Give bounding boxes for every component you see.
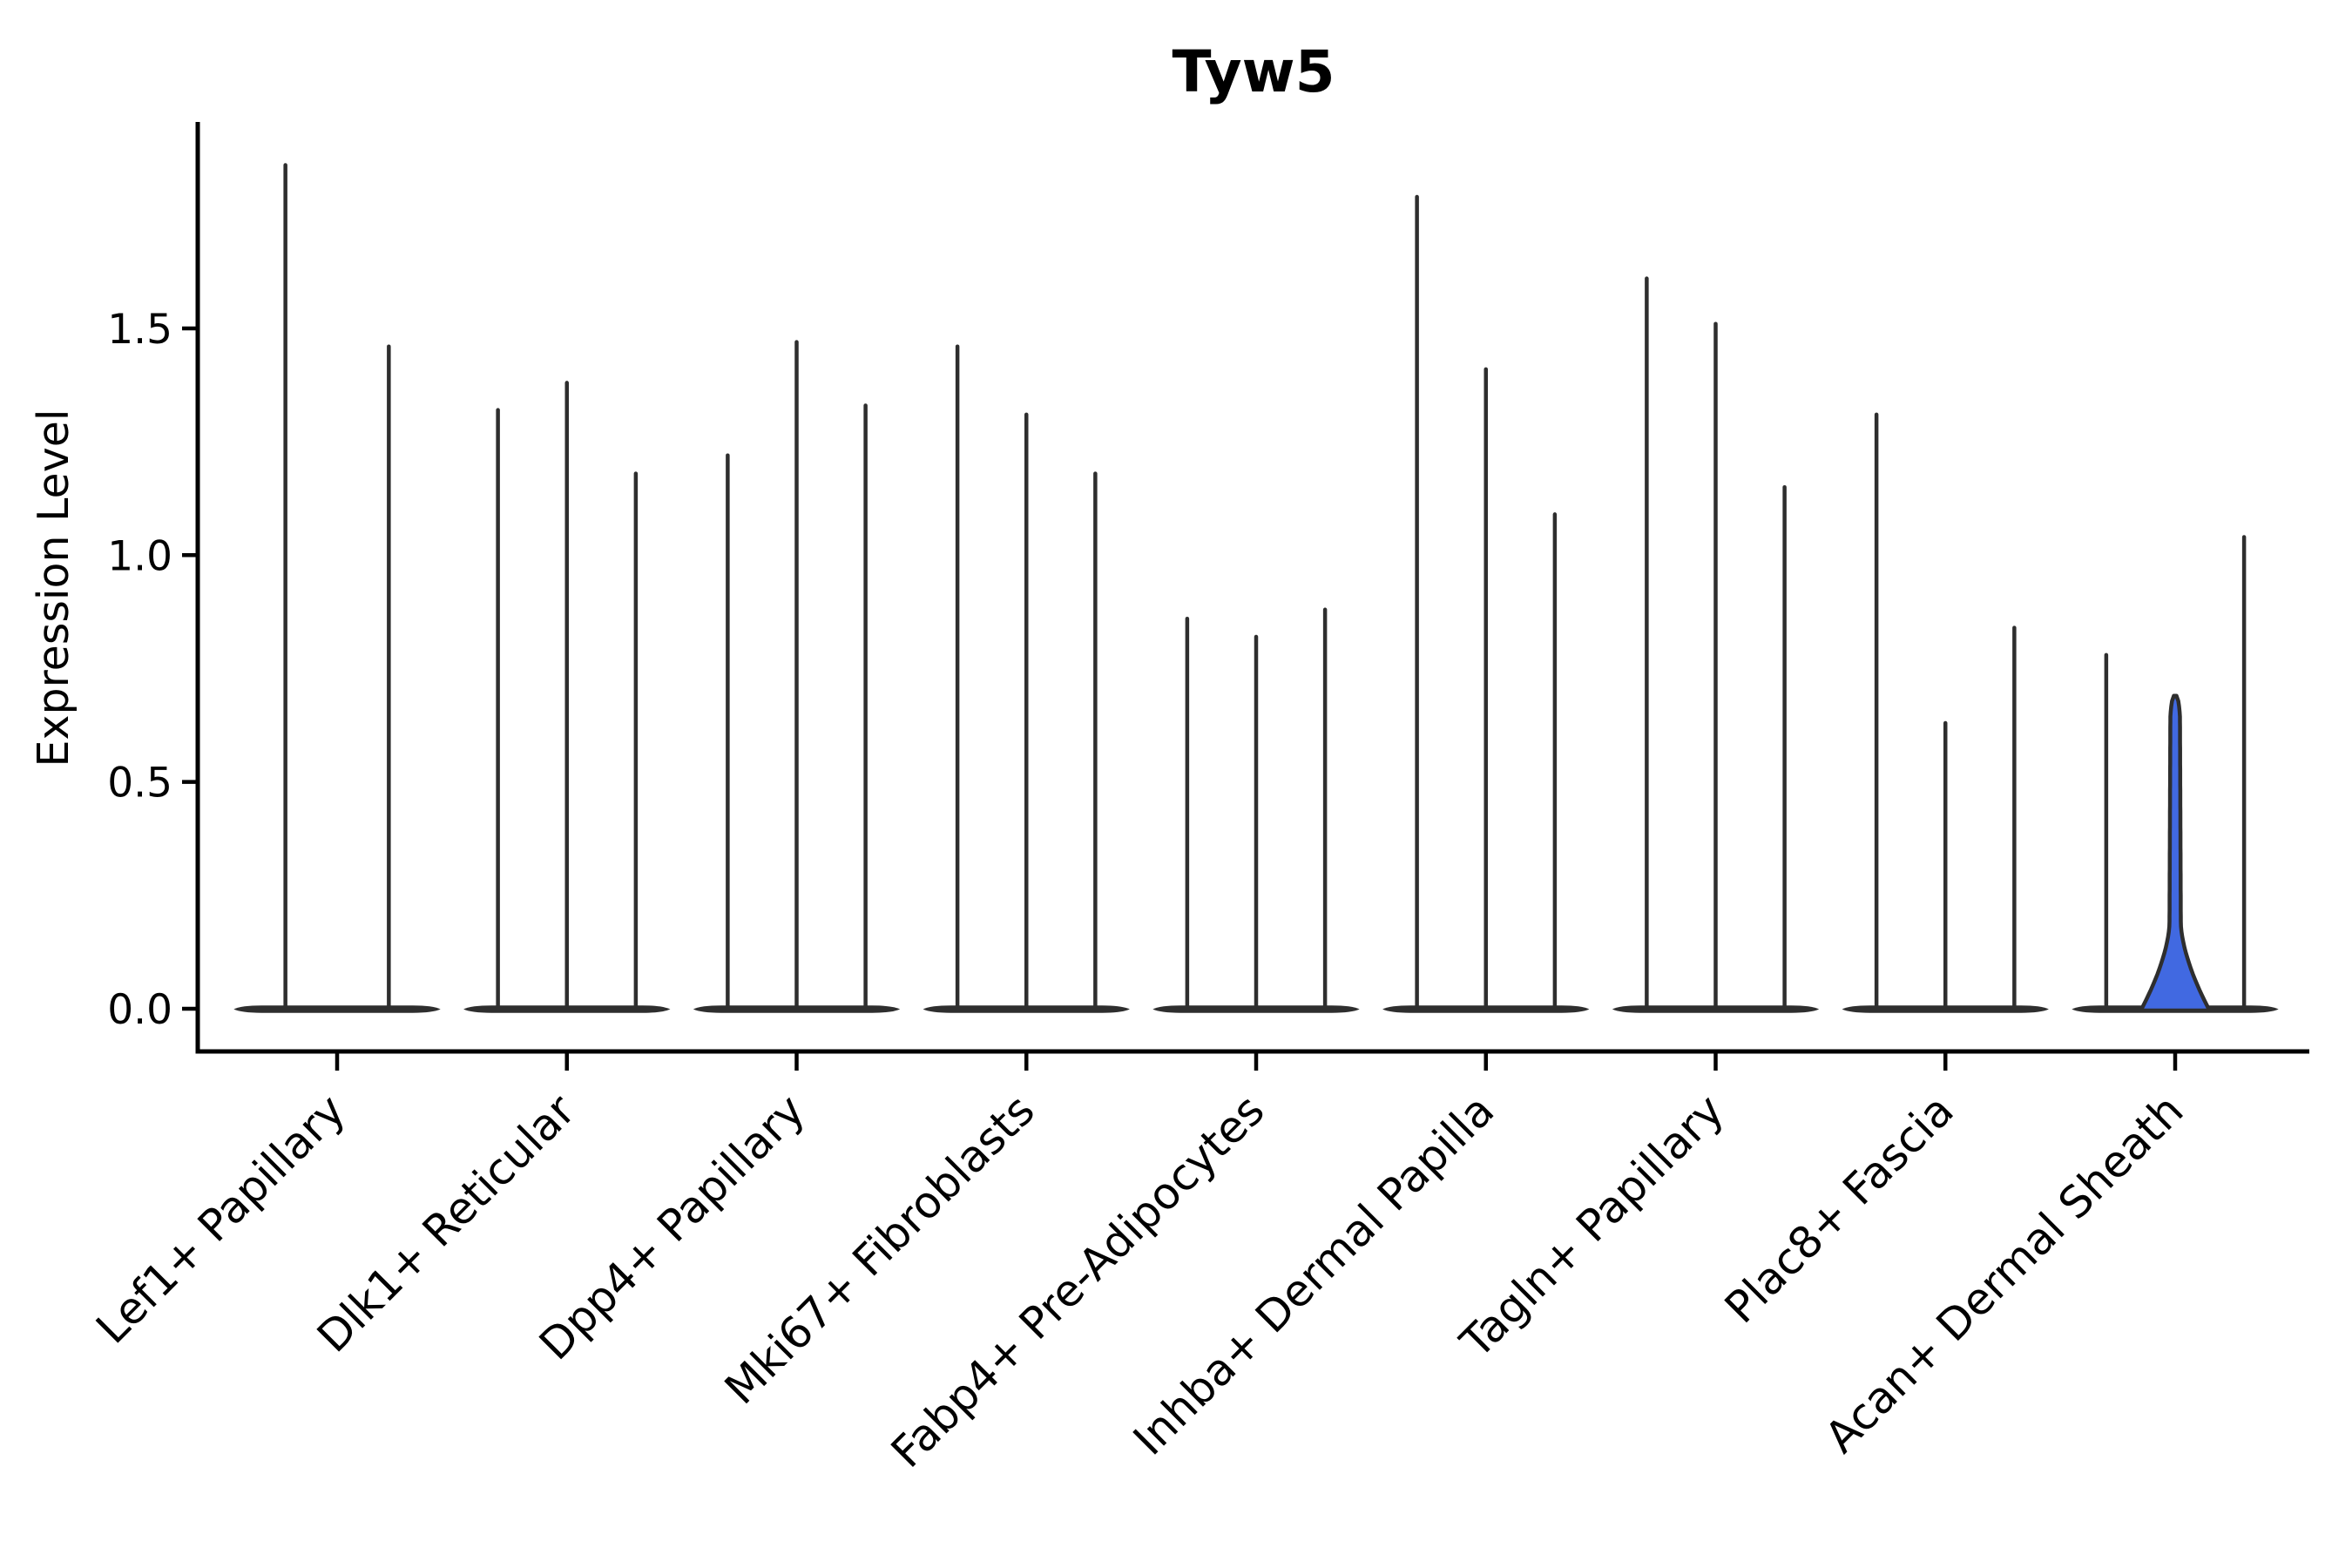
violin-group — [463, 381, 671, 1013]
violin-group — [923, 344, 1130, 1013]
x-tick-label: Fabp4+ Pre-Adipocytes — [882, 1085, 1274, 1477]
y-tick-label: 1.5 — [107, 306, 172, 354]
violin-group — [1152, 607, 1360, 1013]
violin-group — [693, 340, 901, 1013]
x-tick-label: Plac8+ Fascia — [1715, 1085, 1963, 1333]
y-tick-label: 0.0 — [107, 986, 172, 1034]
violin-group — [1612, 276, 1820, 1013]
y-tick-label: 1.0 — [107, 532, 172, 580]
violin-baseline — [693, 1005, 901, 1013]
violin-baseline — [923, 1005, 1130, 1013]
plot-title: Tyw5 — [1172, 38, 1335, 105]
violin-baseline — [233, 1005, 441, 1013]
violin-group — [1382, 194, 1590, 1013]
violin-group — [2072, 535, 2279, 1013]
violin-baseline — [1612, 1005, 1820, 1013]
axis-spines — [195, 122, 2309, 1054]
y-axis: 0.0 0.5 1.0 1.5 — [107, 306, 198, 1034]
violin-baseline — [1842, 1005, 2049, 1013]
violin-baseline — [463, 1005, 671, 1013]
violin-group — [1842, 412, 2049, 1013]
violin-baseline — [1382, 1005, 1590, 1013]
violin-baseline — [1152, 1005, 1360, 1013]
y-tick-label: 0.5 — [107, 760, 172, 808]
highlighted-violin — [2139, 693, 2212, 1013]
violin-group — [233, 163, 441, 1013]
x-tick-label: Lef1+ Papillary — [86, 1085, 355, 1353]
